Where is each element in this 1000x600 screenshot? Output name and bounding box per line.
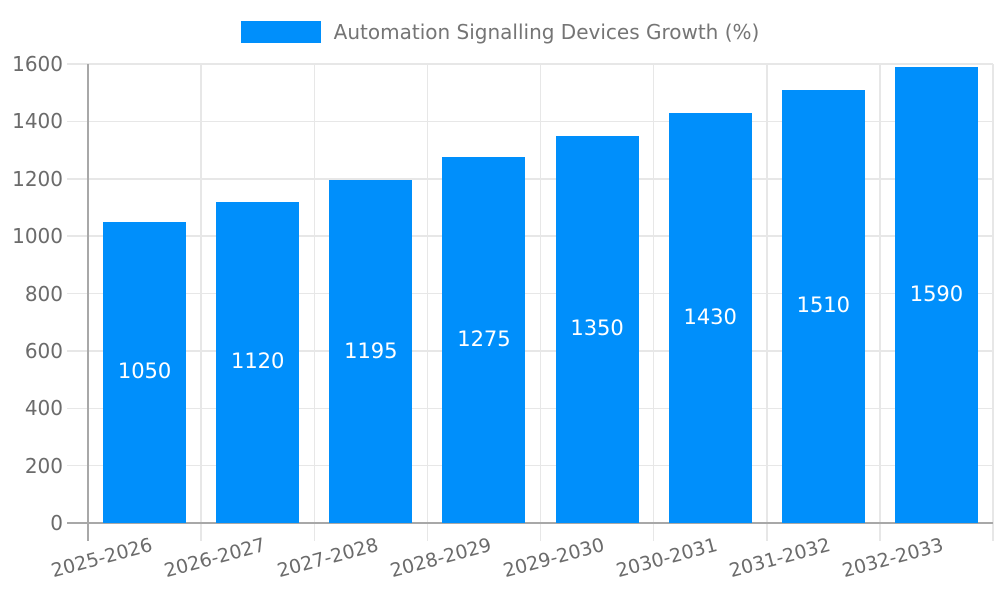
bar-value-label: 1350 — [570, 316, 624, 341]
vertical-gridline — [992, 64, 994, 541]
y-tick-label: 0 — [50, 511, 63, 535]
y-tick-label: 1200 — [12, 166, 63, 191]
vertical-gridline — [539, 64, 542, 541]
horizontal-gridline — [67, 235, 993, 237]
horizontal-gridline — [67, 63, 993, 65]
bar[interactable] — [781, 89, 865, 523]
horizontal-gridline — [67, 292, 993, 295]
vertical-gridline — [426, 64, 429, 541]
bar[interactable] — [668, 112, 752, 523]
bar[interactable] — [894, 66, 978, 523]
bar[interactable] — [555, 135, 639, 523]
vertical-gridline — [313, 64, 315, 541]
bar[interactable] — [216, 201, 300, 523]
horizontal-gridline — [67, 178, 993, 180]
vertical-gridline — [652, 64, 655, 541]
bar[interactable] — [103, 221, 187, 523]
horizontal-gridline — [67, 464, 993, 467]
y-tick-label: 400 — [24, 396, 63, 421]
y-tick-label: 600 — [24, 338, 63, 363]
legend-swatch — [240, 21, 321, 43]
bar-value-label: 1195 — [344, 338, 398, 363]
bar[interactable] — [442, 157, 526, 523]
horizontal-gridline — [67, 407, 993, 409]
bar-value-label: 1050 — [117, 359, 172, 384]
bar-value-label: 1590 — [909, 281, 964, 306]
vertical-gridline — [879, 64, 881, 541]
y-tick-label: 1400 — [12, 109, 63, 134]
legend-label: Automation Signalling Devices Growth (%) — [333, 20, 760, 44]
horizontal-gridline — [67, 350, 993, 352]
bar[interactable] — [329, 180, 413, 523]
bar-value-label: 1120 — [230, 349, 285, 374]
y-tick-label: 200 — [24, 453, 63, 478]
y-tick-label: 1000 — [12, 224, 63, 249]
chart-legend[interactable]: Automation Signalling Devices Growth (%) — [0, 20, 1000, 44]
vertical-gridline — [200, 64, 202, 541]
bar-value-label: 1275 — [457, 327, 511, 352]
y-tick-label: 1600 — [12, 52, 63, 76]
y-tick-label: 800 — [24, 281, 63, 306]
vertical-gridline — [766, 64, 768, 541]
horizontal-gridline — [67, 120, 993, 123]
bar-value-label: 1510 — [796, 293, 851, 318]
x-axis-line — [67, 522, 993, 524]
y-axis-line — [87, 64, 89, 541]
bar-value-label: 1430 — [683, 304, 737, 329]
